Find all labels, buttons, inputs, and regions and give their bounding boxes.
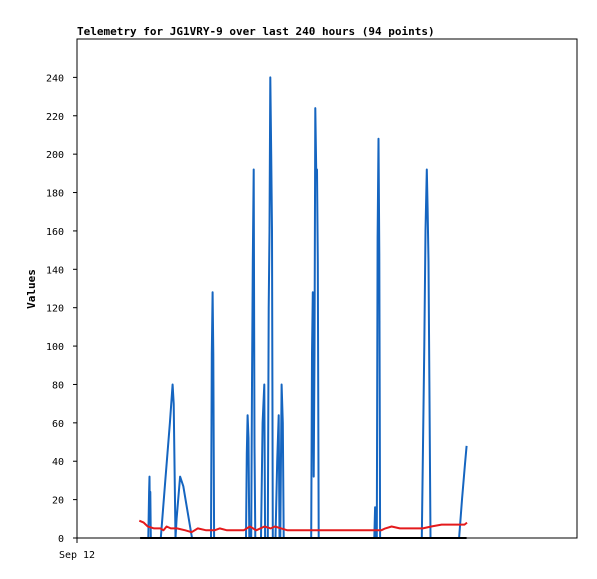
series-line-2 <box>138 519 468 534</box>
y-tick-label: 20 <box>52 496 64 507</box>
series-group <box>138 76 468 539</box>
y-tick-label: 80 <box>52 380 64 391</box>
y-tick-label: 200 <box>46 150 64 161</box>
x-axis: Sep 12 <box>59 538 95 561</box>
y-tick-label: 100 <box>46 342 64 353</box>
y-tick-label: 140 <box>46 265 64 276</box>
y-tick-label: 60 <box>52 419 64 430</box>
chart-title: Telemetry for JG1VRY-9 over last 240 hou… <box>77 25 435 38</box>
y-tick-label: 160 <box>46 227 64 238</box>
y-tick-label: 120 <box>46 304 64 315</box>
y-axis-label: Values <box>25 269 38 309</box>
y-tick-label: 40 <box>52 457 64 468</box>
x-tick-label: Sep 12 <box>59 550 95 561</box>
y-tick-label: 240 <box>46 73 64 84</box>
series-line-1 <box>146 76 468 539</box>
y-tick-label: 220 <box>46 112 64 123</box>
y-axis: 0 20 40 60 80 100 120 140 160 180 200 220 240 <box>46 73 77 545</box>
y-tick-label: 180 <box>46 189 64 200</box>
plot-area <box>76 38 578 539</box>
y-tick-label: 0 <box>58 534 64 545</box>
